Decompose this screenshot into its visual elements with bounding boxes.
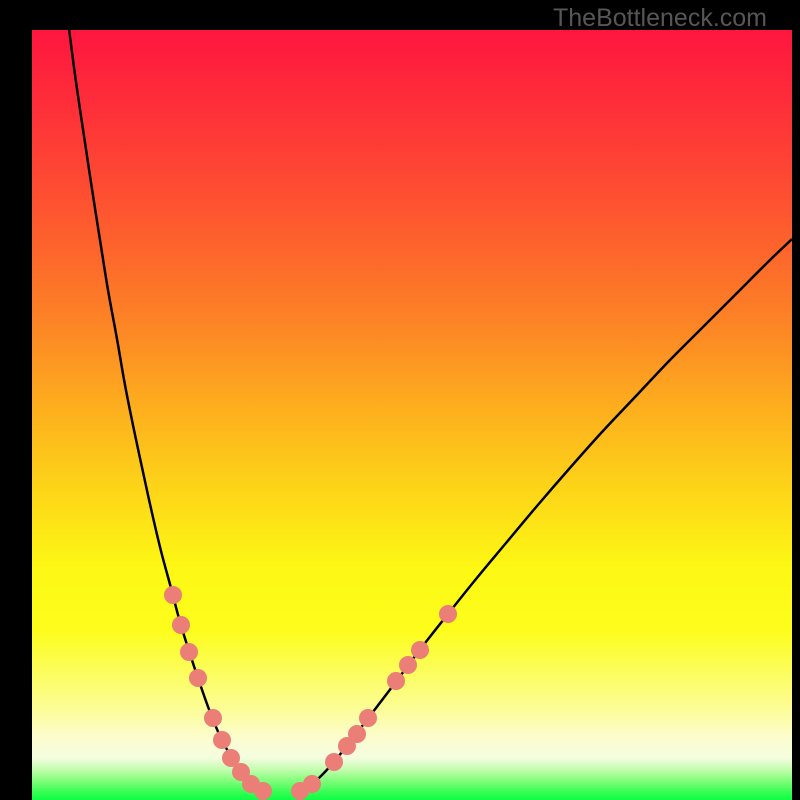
marker-right bbox=[348, 725, 366, 743]
curve-right bbox=[297, 239, 792, 792]
marker-left bbox=[213, 731, 231, 749]
watermark-text: TheBottleneck.com bbox=[553, 4, 767, 33]
marker-right bbox=[399, 656, 417, 674]
marker-left bbox=[172, 616, 190, 634]
marker-right bbox=[359, 709, 377, 727]
marker-right bbox=[439, 605, 457, 623]
marker-left bbox=[189, 669, 207, 687]
chart-container: TheBottleneck.com bbox=[0, 0, 800, 800]
marker-left bbox=[254, 782, 272, 800]
marker-right bbox=[387, 672, 405, 690]
marker-left bbox=[204, 709, 222, 727]
curve-left bbox=[69, 29, 268, 792]
marker-right bbox=[303, 775, 321, 793]
marker-right bbox=[325, 753, 343, 771]
marker-right bbox=[411, 641, 429, 659]
curve-overlay bbox=[0, 0, 800, 800]
marker-left bbox=[180, 643, 198, 661]
marker-left bbox=[164, 586, 182, 604]
